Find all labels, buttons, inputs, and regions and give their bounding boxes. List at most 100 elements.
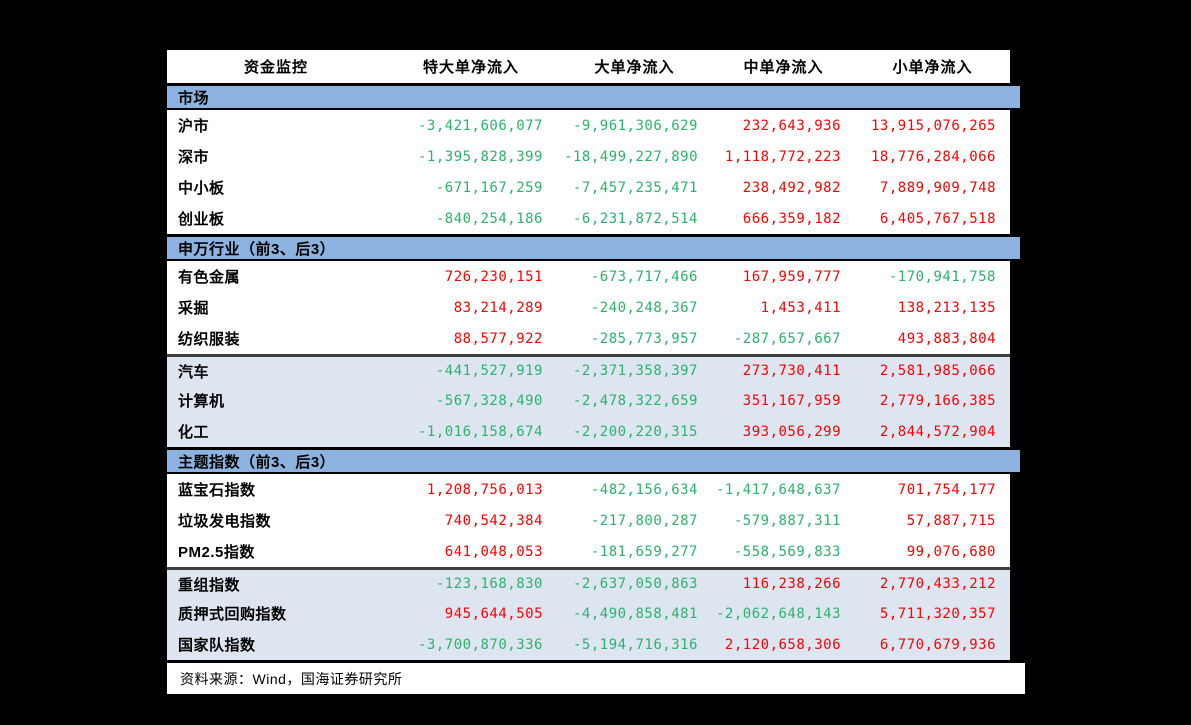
cell-value: 740,542,384 — [444, 512, 543, 529]
cell-value: 666,359,182 — [742, 210, 841, 227]
report-table-area: 资金监控 特大单净流入 大单净流入 中单净流入 小单净流入 市场沪市 -3,421… — [167, 50, 1025, 694]
row-label: 国家队指数 — [178, 637, 256, 654]
row-label: 垃圾发电指数 — [178, 513, 272, 530]
cell-value: 83,214,289 — [453, 299, 543, 316]
column-header-medium-net: 中单净流入 — [743, 59, 824, 76]
cell-value: 99,076,680 — [906, 543, 996, 560]
row-label: 汽车 — [178, 363, 210, 381]
cell-value: -2,371,358,397 — [572, 363, 698, 379]
cell-value: -170,941,758 — [888, 268, 996, 285]
cell-value: -181,659,277 — [590, 543, 698, 560]
cell-value: 6,770,679,936 — [879, 636, 996, 653]
cell-value: -673,717,466 — [590, 268, 698, 285]
table-row: 质押式回购指数 945,644,505 -4,490,858,481 -2,062,6… — [167, 598, 1010, 629]
cell-value: 2,120,658,306 — [724, 636, 841, 653]
table-header-row: 资金监控 特大单净流入 大单净流入 中单净流入 小单净流入 — [167, 50, 1010, 83]
row-label: 采掘 — [178, 300, 210, 317]
column-header-monitor: 资金监控 — [243, 59, 308, 76]
row-label: 深市 — [178, 149, 210, 166]
cell-value: 116,238,266 — [742, 576, 841, 592]
source-note-text: 资料来源：Wind，国海证券研究所 — [180, 670, 403, 687]
cell-value: 273,730,411 — [742, 363, 841, 379]
cell-value: 726,230,151 — [444, 268, 543, 285]
cell-value: -1,417,648,637 — [715, 481, 841, 498]
cell-value: -482,156,634 — [590, 481, 698, 498]
table-row: 纺织服装 88,577,922 -285,773,957 -287,657,667 49… — [167, 323, 1010, 354]
table-row: 中小板 -671,167,259 -7,457,235,471 238,492,982… — [167, 172, 1010, 203]
cell-value: 493,883,804 — [897, 330, 996, 347]
row-label: 计算机 — [178, 393, 225, 410]
cell-value: 945,644,505 — [444, 605, 543, 622]
section-header-label: 主题指数（前3、后3） — [178, 453, 336, 471]
table-row: 蓝宝石指数 1,208,756,013 -482,156,634 -1,417,648… — [167, 474, 1010, 505]
row-label: 化工 — [178, 424, 210, 441]
cell-value: 13,915,076,265 — [870, 117, 996, 134]
cell-value: 701,754,177 — [897, 481, 996, 498]
cell-value: -1,395,828,399 — [417, 148, 543, 165]
cell-value: -18,499,227,890 — [564, 148, 698, 165]
table-row: 有色金属 726,230,151 -673,717,466 167,959,777 -1… — [167, 261, 1010, 292]
cell-value: -2,062,648,143 — [715, 605, 841, 622]
cell-value: -3,700,870,336 — [417, 636, 543, 653]
cell-value: 351,167,959 — [742, 392, 841, 409]
cell-value: 238,492,982 — [742, 179, 841, 196]
row-label: 中小板 — [178, 180, 225, 197]
cell-value: -441,527,919 — [435, 363, 543, 379]
cell-value: 7,889,909,748 — [879, 179, 996, 196]
cell-value: -4,490,858,481 — [572, 605, 698, 622]
row-label: 沪市 — [178, 118, 210, 135]
cell-value: -287,657,667 — [733, 330, 841, 347]
fund-monitor-table: 资金监控 特大单净流入 大单净流入 中单净流入 小单净流入 市场沪市 -3,421… — [167, 50, 1020, 663]
column-header-xlarge-net: 特大单净流入 — [422, 59, 519, 76]
cell-value: 1,118,772,223 — [724, 148, 841, 165]
cell-value: -217,800,287 — [590, 512, 698, 529]
row-label: 蓝宝石指数 — [178, 482, 256, 499]
cell-value: 232,643,936 — [742, 117, 841, 134]
column-header-small-net: 小单净流入 — [892, 59, 973, 76]
section-header: 申万行业（前3、后3） — [167, 234, 1020, 261]
table-row: 重组指数 -123,168,830 -2,637,050,863 116,238,26… — [167, 567, 1010, 598]
cell-value: -2,200,220,315 — [572, 423, 698, 440]
cell-value: -6,231,872,514 — [572, 210, 698, 227]
cell-value: 57,887,715 — [906, 512, 996, 529]
cell-value: 5,711,320,357 — [879, 605, 996, 622]
section-header: 主题指数（前3、后3） — [167, 447, 1020, 474]
section-header: 市场 — [167, 83, 1020, 110]
table-row: 计算机 -567,328,490 -2,478,322,659 351,167,959… — [167, 385, 1010, 416]
cell-value: -7,457,235,471 — [572, 179, 698, 196]
row-label: 有色金属 — [178, 269, 241, 286]
column-header-large-net: 大单净流入 — [594, 59, 675, 76]
cell-value: -123,168,830 — [435, 576, 543, 592]
table-row: 化工 -1,016,158,674 -2,200,220,315 393,056,29… — [167, 416, 1010, 447]
cell-value: 138,213,135 — [897, 299, 996, 316]
cell-value: 167,959,777 — [742, 268, 841, 285]
table-row: 沪市 -3,421,606,077 -9,961,306,629 232,643,93… — [167, 110, 1010, 141]
source-note-band: 资料来源：Wind，国海证券研究所 — [167, 663, 1025, 694]
cell-value: 2,779,166,385 — [879, 392, 996, 409]
table-row: 汽车 -441,527,919 -2,371,358,397 273,730,411 2… — [167, 354, 1010, 385]
cell-value: -579,887,311 — [733, 512, 841, 529]
cell-value: -1,016,158,674 — [417, 423, 543, 440]
row-label: 质押式回购指数 — [178, 606, 287, 623]
cell-value: -840,254,186 — [435, 210, 543, 227]
cell-value: -2,478,322,659 — [572, 392, 698, 409]
cell-value: -2,637,050,863 — [572, 576, 698, 592]
section-header-label: 申万行业（前3、后3） — [178, 240, 336, 258]
row-label: 创业板 — [178, 211, 225, 228]
cell-value: 1,453,411 — [760, 299, 841, 316]
cell-value: -671,167,259 — [435, 179, 543, 196]
table-body: 市场沪市 -3,421,606,077 -9,961,306,629 232,643,… — [167, 83, 1020, 660]
cell-value: 2,770,433,212 — [879, 576, 996, 592]
cell-value: -3,421,606,077 — [417, 117, 543, 134]
table-row: PM2.5指数 641,048,053 -181,659,277 -558,569,8… — [167, 536, 1010, 567]
cell-value: -9,961,306,629 — [572, 117, 698, 134]
table-row: 深市 -1,395,828,399 -18,499,227,890 1,118,772… — [167, 141, 1010, 172]
cell-value: -5,194,716,316 — [572, 636, 698, 653]
table-row: 采掘 83,214,289 -240,248,367 1,453,411 138,213… — [167, 292, 1010, 323]
table-row: 创业板 -840,254,186 -6,231,872,514 666,359,182… — [167, 203, 1010, 234]
cell-value: -240,248,367 — [590, 299, 698, 316]
cell-value: -558,569,833 — [733, 543, 841, 560]
cell-value: 393,056,299 — [742, 423, 841, 440]
section-header-label: 市场 — [178, 89, 210, 107]
cell-value: 641,048,053 — [444, 543, 543, 560]
